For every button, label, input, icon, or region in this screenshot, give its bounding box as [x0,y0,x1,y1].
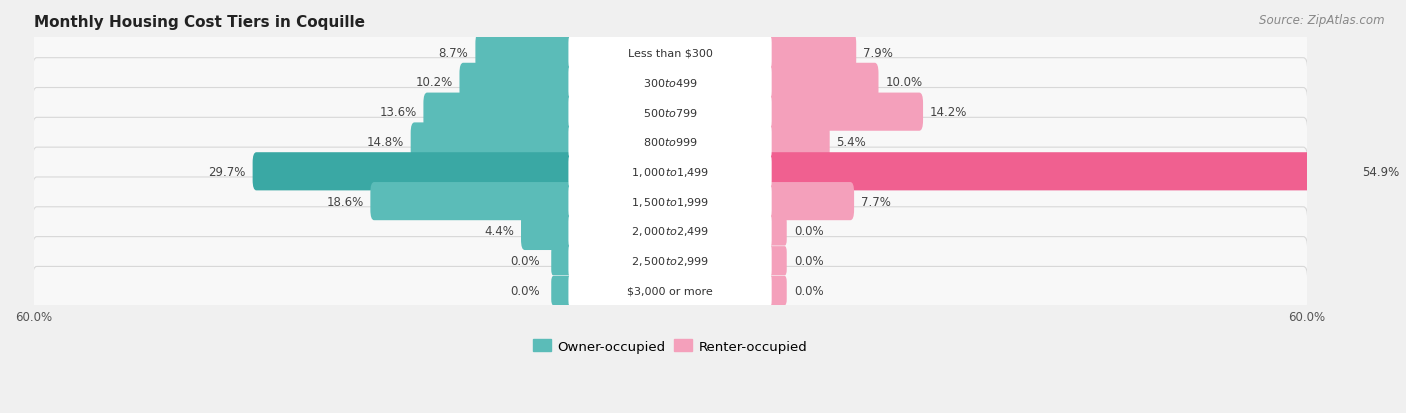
FancyBboxPatch shape [765,34,856,72]
FancyBboxPatch shape [32,237,1308,285]
FancyBboxPatch shape [32,59,1308,107]
Text: 0.0%: 0.0% [794,225,824,238]
FancyBboxPatch shape [411,123,575,161]
Text: 54.9%: 54.9% [1361,165,1399,178]
FancyBboxPatch shape [765,64,879,102]
Text: $1,500 to $1,999: $1,500 to $1,999 [631,195,709,208]
FancyBboxPatch shape [32,88,1308,136]
FancyBboxPatch shape [568,95,772,130]
Text: Source: ZipAtlas.com: Source: ZipAtlas.com [1260,14,1385,27]
FancyBboxPatch shape [568,154,772,190]
FancyBboxPatch shape [475,34,575,72]
Text: 0.0%: 0.0% [510,255,540,268]
FancyBboxPatch shape [32,267,1308,315]
FancyBboxPatch shape [568,35,772,71]
FancyBboxPatch shape [253,153,575,191]
Legend: Owner-occupied, Renter-occupied: Owner-occupied, Renter-occupied [527,334,813,358]
Text: 10.2%: 10.2% [415,76,453,89]
Text: $300 to $499: $300 to $499 [643,77,697,89]
Text: 14.2%: 14.2% [929,106,967,119]
FancyBboxPatch shape [32,207,1308,256]
FancyBboxPatch shape [522,212,575,250]
FancyBboxPatch shape [568,243,772,279]
Text: Monthly Housing Cost Tiers in Coquille: Monthly Housing Cost Tiers in Coquille [34,15,364,30]
Text: 5.4%: 5.4% [837,135,866,149]
FancyBboxPatch shape [32,178,1308,226]
FancyBboxPatch shape [370,183,575,221]
Text: 7.9%: 7.9% [863,46,893,59]
Text: $1,000 to $1,499: $1,000 to $1,499 [631,165,709,178]
FancyBboxPatch shape [551,276,571,306]
FancyBboxPatch shape [423,93,575,131]
Text: 7.7%: 7.7% [860,195,891,208]
Text: 0.0%: 0.0% [794,285,824,297]
Text: 0.0%: 0.0% [510,285,540,297]
FancyBboxPatch shape [766,247,787,276]
FancyBboxPatch shape [568,65,772,100]
Text: 14.8%: 14.8% [367,135,404,149]
Text: $2,000 to $2,499: $2,000 to $2,499 [631,225,709,238]
FancyBboxPatch shape [568,273,772,309]
Text: 29.7%: 29.7% [208,165,246,178]
FancyBboxPatch shape [765,183,853,221]
Text: Less than $300: Less than $300 [627,48,713,58]
Text: 4.4%: 4.4% [484,225,515,238]
Text: 0.0%: 0.0% [794,255,824,268]
FancyBboxPatch shape [766,217,787,246]
Text: $800 to $999: $800 to $999 [643,136,697,148]
FancyBboxPatch shape [568,124,772,160]
FancyBboxPatch shape [765,123,830,161]
FancyBboxPatch shape [32,148,1308,196]
FancyBboxPatch shape [32,118,1308,166]
Text: 8.7%: 8.7% [439,46,468,59]
FancyBboxPatch shape [32,29,1308,77]
Text: 13.6%: 13.6% [380,106,416,119]
Text: $500 to $799: $500 to $799 [643,107,697,119]
FancyBboxPatch shape [568,214,772,249]
FancyBboxPatch shape [765,153,1355,191]
FancyBboxPatch shape [551,247,571,276]
Text: 10.0%: 10.0% [886,76,922,89]
Text: $2,500 to $2,999: $2,500 to $2,999 [631,255,709,268]
FancyBboxPatch shape [765,93,924,131]
FancyBboxPatch shape [766,276,787,306]
Text: 18.6%: 18.6% [326,195,364,208]
FancyBboxPatch shape [568,184,772,219]
Text: $3,000 or more: $3,000 or more [627,286,713,296]
FancyBboxPatch shape [460,64,575,102]
